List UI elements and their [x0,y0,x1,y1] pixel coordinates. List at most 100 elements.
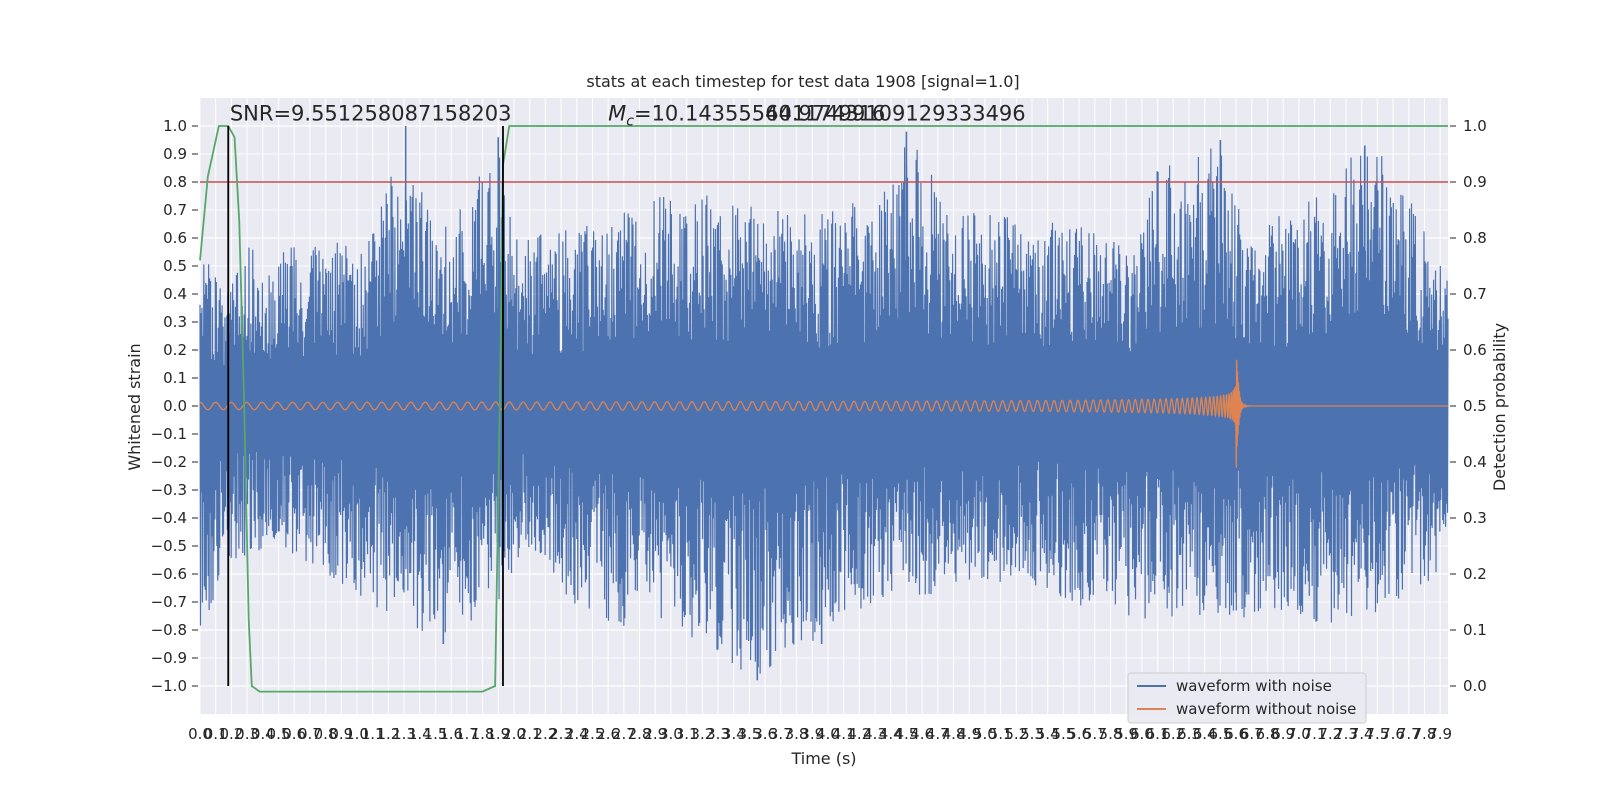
y2-tick-label: 1.0 [1463,117,1487,135]
x-tick-label: 5.4 [1036,725,1060,743]
legend: waveform with noise waveform without noi… [1127,672,1367,724]
x-tick-label: 6.7 [1240,725,1264,743]
x-tick-label: 3.1 [675,725,699,743]
x-tick-label: 3.9 [800,725,824,743]
y-tick-label: 0.4 [163,285,187,303]
x-tick-label: 2.9 [643,725,667,743]
x-tick-label: 7.4 [1350,725,1374,743]
x-tick-label: 3.3 [706,725,730,743]
x-tick-label: 5.8 [1099,725,1123,743]
annotation-text: 40.97499109129333496 [765,101,1026,125]
y-tick-label: −0.4 [151,509,187,527]
y-tick-label: −0.1 [151,425,187,443]
x-tick-label: 4.8 [942,725,966,743]
y2-tick-label: 0.0 [1463,677,1487,695]
x-tick-label: 2.4 [565,725,589,743]
x-tick-label: 4.9 [957,725,981,743]
x-tick-label: 4.0 [816,725,840,743]
y2-tick-label: 0.8 [1463,229,1487,247]
x-tick-label: 6.1 [1146,725,1170,743]
x-tick-label: 6.0 [1130,725,1154,743]
x-tick-label: 7.1 [1303,725,1327,743]
x-tick-label: 4.6 [910,725,934,743]
x-tick-label: 7.9 [1428,725,1452,743]
y2-tick-label: 0.3 [1463,509,1487,527]
annotations: SNR=9.551258087158203 Mc=10.1435556411743… [230,101,1026,129]
x-tick-label: 0.4 [251,725,275,743]
annotation-text: Mc=10.143555641174316 [608,101,885,129]
x-tick-label: 6.9 [1271,725,1295,743]
y-tick-labels: −1.0 −0.9 −0.8 −0.7 −0.6 −0.5 −0.4 −0.3 −0.2 −0.1… [151,117,198,695]
series-detection-probability [199,125,1448,693]
x-tick-label: 2.5 [581,725,605,743]
x-tick-label: 5.0 [973,725,997,743]
y2-tick-label: 0.7 [1463,285,1487,303]
x-tick-label: 3.8 [785,725,809,743]
x-tick-labels: 0.00.10.20.30.40.50.60.70.80.91.01.11.21… [188,725,1452,743]
x-tick-label: 1.4 [408,725,432,743]
x-tick-label: 4.2 [847,725,871,743]
x-tick-label: 3.4 [722,725,746,743]
plot-layer [199,125,1449,693]
x-tick-label: 4.3 [863,725,887,743]
series-waveform-without-noise [199,359,1448,468]
y-tick-label: −0.3 [151,481,187,499]
y-tick-label: −0.6 [151,565,187,583]
x-tick-label: 6.3 [1177,725,1201,743]
y2-tick-label: 0.6 [1463,341,1487,359]
x-tick-label: 5.1 [989,725,1013,743]
x-tick-label: 3.5 [738,725,762,743]
x-tick-label: 4.5 [894,725,918,743]
x-tick-label: 0.5 [267,725,291,743]
x-tick-label: 1.9 [486,725,510,743]
x-tick-label: 0.2 [219,725,243,743]
x-tick-label: 2.3 [549,725,573,743]
x-tick-label: 5.7 [1083,725,1107,743]
x-tick-label: 3.7 [769,725,793,743]
y-tick-label: −0.9 [151,649,187,667]
y2-tick-label: 0.2 [1463,565,1487,583]
y-tick-label: 0.7 [163,201,187,219]
x-axis-label: Time (s) [790,749,856,768]
chart-title: stats at each timestep for test data 190… [586,72,1019,91]
x-tick-label: 3.6 [753,725,777,743]
y-tick-label: 1.0 [163,117,187,135]
y-tick-label: −0.7 [151,593,187,611]
x-tick-label: 6.8 [1256,725,1280,743]
x-tick-label: 0.3 [235,725,259,743]
x-tick-label: 5.6 [1067,725,1091,743]
x-tick-label: 4.4 [879,725,903,743]
legend-box [1127,672,1367,724]
x-tick-label: 6.2 [1161,725,1185,743]
x-tick-label: 6.6 [1224,725,1248,743]
x-tick-label: 7.6 [1381,725,1405,743]
x-tick-label: 6.4 [1193,725,1217,743]
x-tick-label: 1.3 [392,725,416,743]
y2-tick-label: 0.4 [1463,453,1487,471]
x-tick-label: 1.1 [361,725,385,743]
y-tick-label: −0.2 [151,453,187,471]
x-tick-label: 7.2 [1318,725,1342,743]
x-tick-label: 1.7 [455,725,479,743]
x-tick-label: 1.8 [471,725,495,743]
y-tick-label: 0.5 [163,257,187,275]
x-tick-label: 6.5 [1208,725,1232,743]
x-tick-label: 2.8 [628,725,652,743]
x-tick-label: 1.5 [424,725,448,743]
y-tick-label: 0.1 [163,369,187,387]
x-tick-label: 0.8 [314,725,338,743]
x-tick-label: 2.2 [533,725,557,743]
x-tick-label: 0.9 [329,725,353,743]
x-tick-label: 2.0 [502,725,526,743]
x-tick-label: 2.1 [518,725,542,743]
x-tick-label: 0.7 [298,725,322,743]
x-tick-label: 1.6 [439,725,463,743]
legend-label-clean: waveform without noise [1176,700,1356,718]
x-tick-label: 7.5 [1365,725,1389,743]
x-tick-label: 7.0 [1287,725,1311,743]
y-tick-label: −0.8 [151,621,187,639]
annotation-text: SNR=9.551258087158203 [230,101,512,125]
x-tick-label: 0.0 [188,725,212,743]
x-tick-label: 0.6 [282,725,306,743]
